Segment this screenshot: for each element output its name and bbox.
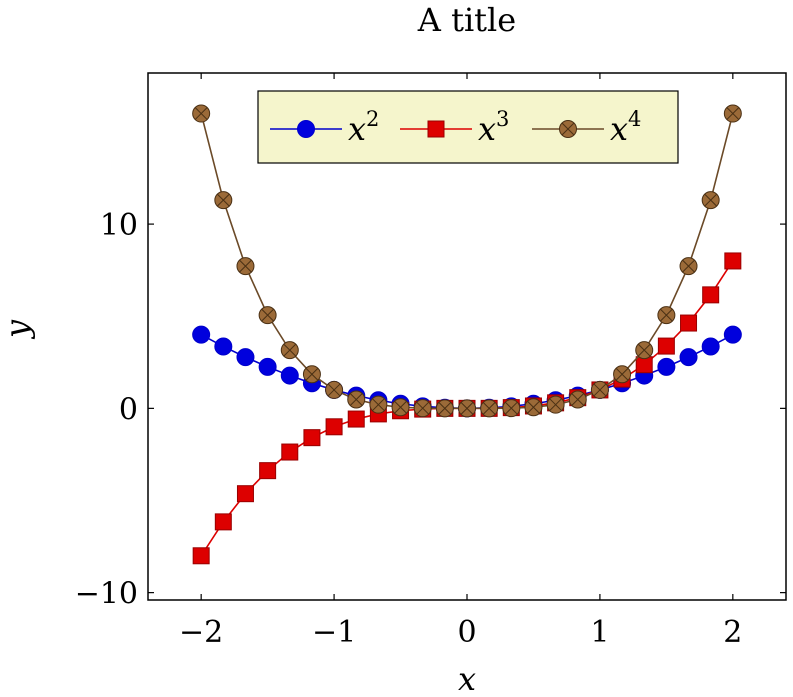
data-point: [546, 395, 565, 414]
data-point: [724, 252, 742, 270]
data-point: [427, 120, 445, 138]
data-point: [458, 399, 476, 418]
data-point: [258, 306, 277, 325]
data-point: [192, 104, 211, 123]
data-point: [280, 341, 299, 360]
data-point: [657, 306, 676, 325]
legend-label: x4: [610, 107, 641, 148]
data-point: [369, 395, 388, 414]
series-line: [200, 333, 734, 410]
data-point: [258, 357, 277, 376]
x-tick-label: 2: [723, 615, 742, 650]
data-point: [413, 399, 432, 418]
x-tick-label: −1: [312, 615, 356, 650]
data-point: [657, 357, 676, 376]
data-point: [391, 398, 410, 417]
data-point: [325, 380, 344, 399]
y-tick-label: 10: [100, 208, 138, 243]
data-point: [325, 418, 343, 436]
data-point: [259, 462, 277, 480]
data-point: [559, 120, 577, 138]
data-point: [236, 348, 255, 367]
data-point: [214, 337, 233, 356]
data-point: [192, 325, 211, 344]
data-point: [701, 337, 720, 356]
data-point: [723, 104, 742, 123]
legend-entry: x3: [400, 107, 509, 148]
x-tick-label: 0: [457, 615, 476, 650]
y-tick-label: 0: [119, 392, 138, 427]
data-point: [214, 513, 232, 531]
data-point: [680, 314, 698, 332]
data-point: [214, 191, 233, 210]
legend-label: x3: [478, 107, 509, 148]
x-axis-label: x: [458, 660, 476, 697]
data-point: [236, 257, 255, 276]
series-x4: [192, 104, 742, 418]
data-point: [347, 390, 366, 409]
data-point: [302, 365, 321, 384]
y-tick-label: −10: [75, 577, 138, 612]
data-point: [679, 257, 698, 276]
data-point: [297, 120, 315, 138]
legend-entry: x4: [532, 107, 641, 148]
data-point: [635, 341, 654, 360]
data-point: [679, 348, 698, 367]
data-point: [568, 390, 587, 409]
data-point: [347, 410, 365, 428]
plot-area: [192, 104, 742, 565]
data-point: [701, 191, 720, 210]
x-tick-label: 1: [590, 615, 609, 650]
data-point: [723, 325, 742, 344]
data-point: [435, 399, 454, 418]
data-point: [280, 366, 299, 385]
y-axis-label: y: [0, 319, 36, 340]
data-point: [613, 365, 632, 384]
data-point: [303, 429, 321, 447]
x-tick-label: −2: [179, 615, 223, 650]
legend-box: [257, 90, 679, 164]
data-point: [480, 399, 499, 418]
data-point: [236, 485, 254, 503]
data-point: [590, 380, 609, 399]
data-point: [657, 337, 675, 355]
legend-entry: x2: [270, 107, 379, 148]
chart-title: A title: [417, 1, 516, 39]
data-point: [524, 398, 543, 417]
data-point: [192, 547, 210, 565]
data-point: [281, 443, 299, 461]
legend: x2 x3 x4: [257, 90, 679, 164]
data-point: [702, 286, 720, 304]
data-point: [502, 399, 521, 418]
legend-label: x2: [348, 107, 379, 148]
